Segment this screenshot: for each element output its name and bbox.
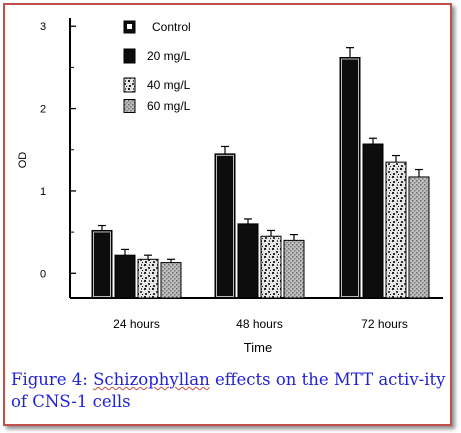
bar (362, 143, 384, 299)
y-tick-label: 3 (40, 21, 46, 33)
bar (137, 258, 159, 299)
bar (160, 262, 182, 299)
y-tick-label: 0 (40, 268, 46, 280)
y-tick-label: 1 (40, 186, 46, 198)
legend-swatch-inner (127, 24, 132, 29)
bar (408, 176, 430, 299)
caption-prefix: Figure 4: (11, 370, 94, 389)
x-tick-label: 48 hours (236, 317, 283, 331)
legend-label: 40 mg/L (147, 78, 191, 92)
bar-outline (93, 231, 111, 297)
legend-swatch (123, 77, 136, 93)
x-axis-label: Time (244, 340, 272, 355)
legend-label: 60 mg/L (147, 99, 191, 113)
legend-label: 20 mg/L (147, 49, 191, 63)
legend-swatch (123, 99, 136, 113)
bar-outline (341, 58, 359, 297)
bar (283, 239, 305, 299)
legend-label: Control (152, 20, 191, 34)
bar-outline (216, 154, 234, 297)
bar (237, 223, 259, 299)
x-tick-label: 72 hours (361, 317, 408, 331)
caption-rest: effects on the MTT activ-ity of CNS-1 ce… (11, 370, 446, 411)
bar (91, 229, 113, 299)
x-tick-label: 24 hours (113, 317, 160, 331)
figure-caption: Figure 4: Schizophyllan effects on the M… (11, 369, 451, 413)
bar (339, 57, 361, 299)
y-axis-label: OD (17, 152, 29, 169)
legend-swatch (123, 48, 136, 64)
bar (385, 161, 407, 299)
caption-highlight: Schizophyllan (93, 370, 210, 389)
bar (260, 235, 282, 299)
y-tick-label: 2 (40, 104, 46, 116)
bar (114, 254, 136, 299)
bar (214, 153, 236, 299)
